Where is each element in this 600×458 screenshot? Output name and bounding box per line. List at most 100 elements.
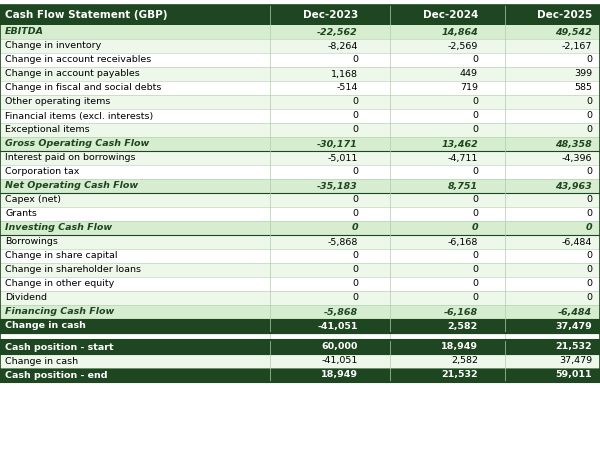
- Text: 0: 0: [472, 266, 478, 274]
- Bar: [0, 81, 600, 95]
- Text: -2,569: -2,569: [448, 42, 478, 50]
- Bar: [0, 165, 600, 179]
- Text: Change in share capital: Change in share capital: [5, 251, 118, 261]
- Text: 0: 0: [586, 209, 592, 218]
- Text: 2,582: 2,582: [451, 356, 478, 365]
- Text: Change in cash: Change in cash: [5, 356, 78, 365]
- Text: Financing Cash Flow: Financing Cash Flow: [5, 307, 114, 316]
- Bar: [0, 291, 600, 305]
- Text: 449: 449: [460, 70, 478, 78]
- Text: 0: 0: [586, 251, 592, 261]
- Text: 0: 0: [352, 55, 358, 65]
- Text: EBITDA: EBITDA: [5, 27, 44, 37]
- Text: 18,949: 18,949: [321, 371, 358, 380]
- Text: 0: 0: [472, 294, 478, 302]
- Text: 0: 0: [472, 168, 478, 176]
- Text: 0: 0: [352, 111, 358, 120]
- Text: 21,532: 21,532: [442, 371, 478, 380]
- Bar: [0, 5, 600, 25]
- Text: -6,168: -6,168: [448, 238, 478, 246]
- Text: 0: 0: [472, 209, 478, 218]
- Text: 1,168: 1,168: [331, 70, 358, 78]
- Bar: [0, 193, 600, 207]
- Bar: [0, 95, 600, 109]
- Text: 60,000: 60,000: [322, 343, 358, 351]
- Text: -35,183: -35,183: [317, 181, 358, 191]
- Bar: [0, 137, 600, 151]
- Text: -5,868: -5,868: [324, 307, 358, 316]
- Bar: [0, 263, 600, 277]
- Text: 0: 0: [472, 125, 478, 135]
- Text: Dec-2025: Dec-2025: [537, 10, 592, 20]
- Text: -41,051: -41,051: [317, 322, 358, 331]
- Text: -514: -514: [337, 83, 358, 93]
- Text: 0: 0: [586, 98, 592, 107]
- Text: 0: 0: [472, 55, 478, 65]
- Text: 37,479: 37,479: [555, 322, 592, 331]
- Text: 37,479: 37,479: [559, 356, 592, 365]
- Text: 18,949: 18,949: [441, 343, 478, 351]
- Bar: [0, 53, 600, 67]
- Text: -4,396: -4,396: [562, 153, 592, 163]
- Text: Borrowings: Borrowings: [5, 238, 58, 246]
- Text: Net Operating Cash Flow: Net Operating Cash Flow: [5, 181, 138, 191]
- Text: -5,011: -5,011: [328, 153, 358, 163]
- Text: 0: 0: [352, 251, 358, 261]
- Bar: [0, 249, 600, 263]
- Text: Cash position - start: Cash position - start: [5, 343, 113, 351]
- Text: 0: 0: [586, 125, 592, 135]
- Text: -6,484: -6,484: [558, 307, 592, 316]
- Bar: [0, 340, 600, 354]
- Text: Financial items (excl. interests): Financial items (excl. interests): [5, 111, 153, 120]
- Text: 49,542: 49,542: [555, 27, 592, 37]
- Text: -22,562: -22,562: [317, 27, 358, 37]
- Text: 0: 0: [352, 168, 358, 176]
- Bar: [0, 5, 600, 382]
- Text: 0: 0: [586, 224, 592, 233]
- Text: Gross Operating Cash Flow: Gross Operating Cash Flow: [5, 140, 149, 148]
- Bar: [0, 39, 600, 53]
- Text: 0: 0: [352, 279, 358, 289]
- Text: 585: 585: [574, 83, 592, 93]
- Text: Dec-2023: Dec-2023: [303, 10, 358, 20]
- Text: 0: 0: [586, 168, 592, 176]
- Text: Dividend: Dividend: [5, 294, 47, 302]
- Text: 0: 0: [352, 196, 358, 205]
- Bar: [0, 235, 600, 249]
- Text: Cash Flow Statement (GBP): Cash Flow Statement (GBP): [5, 10, 167, 20]
- Text: -6,484: -6,484: [562, 238, 592, 246]
- Text: Change in account receivables: Change in account receivables: [5, 55, 151, 65]
- Text: -5,868: -5,868: [328, 238, 358, 246]
- Text: -2,167: -2,167: [562, 42, 592, 50]
- Bar: [0, 123, 600, 137]
- Bar: [0, 354, 600, 368]
- Text: 2,582: 2,582: [448, 322, 478, 331]
- Text: Other operating items: Other operating items: [5, 98, 110, 107]
- Text: 0: 0: [472, 251, 478, 261]
- Text: 0: 0: [472, 279, 478, 289]
- Text: Grants: Grants: [5, 209, 37, 218]
- Text: 0: 0: [586, 294, 592, 302]
- Text: 0: 0: [472, 196, 478, 205]
- Bar: [0, 305, 600, 319]
- Text: 0: 0: [352, 266, 358, 274]
- Text: 59,011: 59,011: [556, 371, 592, 380]
- Text: Interest paid on borrowings: Interest paid on borrowings: [5, 153, 136, 163]
- Text: Exceptional items: Exceptional items: [5, 125, 89, 135]
- Text: 21,532: 21,532: [556, 343, 592, 351]
- Text: 0: 0: [586, 196, 592, 205]
- Text: 0: 0: [352, 98, 358, 107]
- Text: Capex (net): Capex (net): [5, 196, 61, 205]
- Text: 0: 0: [586, 279, 592, 289]
- Bar: [0, 207, 600, 221]
- Text: 8,751: 8,751: [448, 181, 478, 191]
- Text: 0: 0: [352, 294, 358, 302]
- Text: 0: 0: [352, 224, 358, 233]
- Text: Change in cash: Change in cash: [5, 322, 86, 331]
- Text: 0: 0: [586, 266, 592, 274]
- Text: -6,168: -6,168: [444, 307, 478, 316]
- Text: 0: 0: [472, 98, 478, 107]
- Text: 0: 0: [352, 209, 358, 218]
- Bar: [0, 109, 600, 123]
- Text: 0: 0: [352, 125, 358, 135]
